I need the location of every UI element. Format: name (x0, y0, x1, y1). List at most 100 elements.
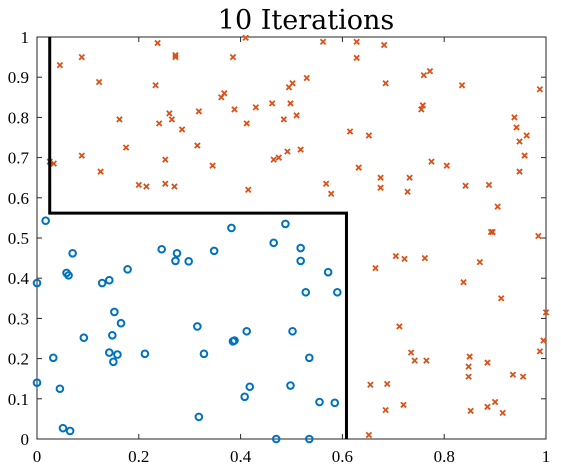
data-point-circle (271, 434, 281, 444)
data-point-cross (116, 116, 123, 123)
data-point-cross (221, 90, 228, 97)
data-point-circle (199, 349, 209, 359)
data-point-cross (418, 106, 425, 113)
data-point-circle (288, 326, 297, 336)
data-point-circle (140, 349, 150, 359)
data-point-cross (423, 357, 430, 364)
data-point-circle (286, 381, 295, 390)
data-point-cross (172, 51, 179, 59)
data-point-circle (209, 246, 219, 256)
data-point-cross (178, 126, 186, 133)
data-point-cross (404, 188, 411, 196)
data-point-cross (162, 156, 169, 163)
data-point-cross (297, 146, 304, 153)
data-point-cross (497, 295, 505, 302)
data-point-circle (79, 333, 89, 342)
data-point-circle (116, 318, 126, 328)
data-point-cross (231, 106, 238, 113)
data-point-circle (109, 357, 118, 367)
data-point-cross (465, 363, 472, 370)
data-point-cross (467, 407, 474, 415)
data-point-cross (428, 158, 435, 165)
data-point-circle (330, 398, 340, 408)
data-point-cross (97, 168, 104, 175)
data-point-cross (382, 406, 389, 414)
data-point-cross (353, 54, 360, 62)
data-point-cross (293, 112, 300, 119)
data-point-cross (499, 409, 506, 417)
data-point-cross (491, 398, 499, 406)
y-tick-label: 0.1 (8, 390, 29, 409)
data-point-cross (513, 124, 520, 131)
data-point-cross (411, 357, 418, 364)
data-point-cross (460, 278, 467, 286)
data-point-cross (346, 128, 354, 135)
data-point-cross (319, 38, 327, 46)
data-point-cross (426, 67, 434, 75)
data-point-cross (284, 148, 291, 155)
data-point-cross (50, 160, 58, 167)
data-point-cross (168, 116, 176, 123)
data-point-cross (476, 258, 484, 266)
y-axis: 0 0.1 0.2 0.3 0.4 0.5 0.6 0.7 0.8 0.9 1 (8, 28, 546, 449)
y-tick-label: 1 (21, 28, 30, 47)
data-point-cross (509, 371, 517, 378)
data-point-cross (209, 162, 216, 169)
data-point-cross (377, 174, 384, 181)
data-point-cross (122, 144, 130, 151)
series-cross-markers (46, 34, 550, 439)
y-tick-label: 0.6 (8, 189, 29, 208)
data-point-cross (322, 180, 330, 187)
data-point-cross (380, 41, 388, 49)
data-point-cross (280, 116, 288, 123)
data-point-cross (244, 186, 252, 193)
y-tick-label: 0.9 (8, 68, 29, 87)
data-point-circle (48, 353, 58, 363)
data-point-cross (536, 348, 544, 355)
data-point-cross (536, 86, 544, 93)
data-point-cross (166, 110, 173, 117)
data-point-cross (162, 180, 169, 187)
data-point-cross (275, 154, 283, 161)
data-point-cross (392, 252, 400, 260)
data-point-circle (104, 348, 114, 357)
data-point-circle (108, 330, 117, 340)
data-point-circle (245, 382, 255, 392)
data-point-cross (372, 264, 379, 272)
data-point-circle (172, 248, 182, 258)
data-point-cross (511, 114, 518, 121)
y-tick-label: 0.8 (8, 108, 29, 127)
data-point-circle (32, 378, 42, 388)
data-point-cross (383, 380, 391, 388)
data-point-cross (365, 132, 373, 139)
data-point-cross (327, 190, 335, 198)
data-point-cross (401, 255, 408, 263)
data-point-circle (32, 278, 42, 288)
decision-boundary (48, 37, 348, 439)
data-point-circle (97, 278, 107, 288)
data-point-cross (242, 34, 249, 42)
data-point-cross (353, 38, 360, 46)
x-tick-label: 0.2 (128, 447, 149, 466)
data-point-cross (135, 181, 143, 189)
data-point-cross (523, 132, 530, 139)
x-tick-label: 0.8 (434, 447, 455, 466)
data-point-cross (152, 82, 159, 89)
data-point-cross (462, 182, 469, 189)
data-point-circle (315, 397, 324, 407)
data-point-cross (406, 174, 413, 181)
data-point-cross (377, 184, 384, 191)
data-point-cross (355, 164, 362, 171)
data-point-cross (365, 431, 373, 439)
x-tick-label: 0.4 (230, 447, 252, 466)
data-point-cross (155, 120, 163, 127)
data-point-circle (301, 287, 311, 297)
data-point-circle (41, 216, 50, 226)
data-point-circle (240, 392, 249, 402)
data-point-cross (421, 254, 429, 262)
data-point-circle (65, 426, 75, 436)
data-point-cross (494, 203, 501, 210)
data-point-cross (542, 309, 550, 316)
data-point-cross (484, 359, 491, 366)
